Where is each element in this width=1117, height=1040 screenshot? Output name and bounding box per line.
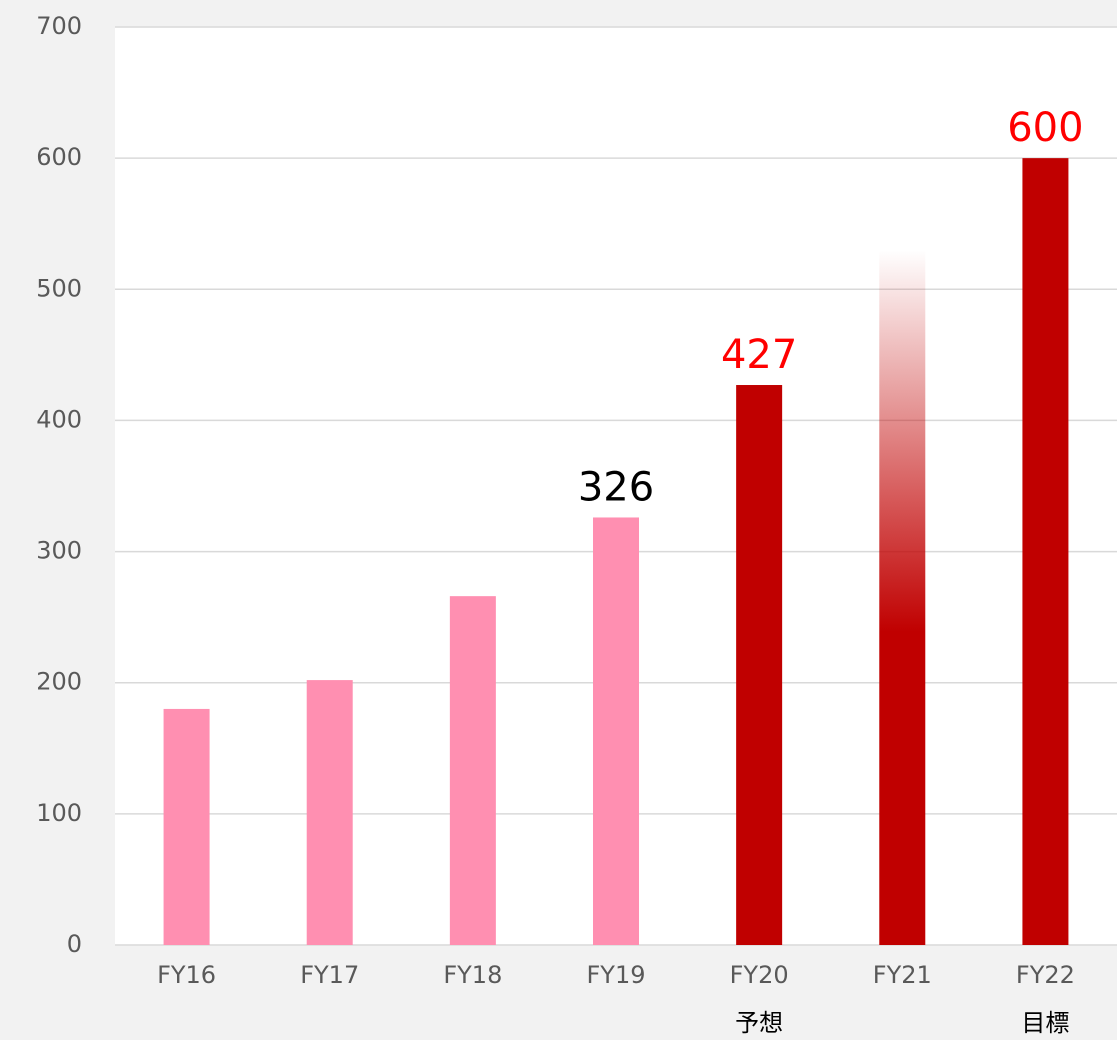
x-sublabel: 予想 xyxy=(735,1009,783,1037)
x-tick-label: FY17 xyxy=(300,961,359,989)
bar xyxy=(1022,158,1069,946)
y-tick-label: 200 xyxy=(36,668,82,696)
bar xyxy=(736,385,783,945)
x-sublabel: 目標 xyxy=(1021,1009,1069,1037)
x-tick-label: FY18 xyxy=(443,961,502,989)
y-tick-label: 500 xyxy=(36,274,82,302)
data-label: 326 xyxy=(578,464,654,510)
y-tick-label: 100 xyxy=(36,799,82,827)
data-label: 427 xyxy=(721,332,797,378)
bar xyxy=(593,517,639,945)
data-label: 600 xyxy=(1007,105,1083,151)
bar xyxy=(879,249,926,945)
bar xyxy=(163,708,210,945)
y-tick-label: 300 xyxy=(36,537,82,565)
y-tick-label: 600 xyxy=(36,143,82,171)
y-tick-label: 700 xyxy=(36,12,82,40)
x-tick-label: FY16 xyxy=(157,961,216,989)
x-tick-label: FY20 xyxy=(730,961,789,989)
y-tick-label: 400 xyxy=(36,405,82,433)
x-tick-label: FY21 xyxy=(873,961,932,989)
bar xyxy=(306,680,353,945)
y-tick-label: 0 xyxy=(67,930,82,958)
bar xyxy=(449,596,496,945)
x-tick-label: FY19 xyxy=(586,961,645,989)
x-tick-label: FY22 xyxy=(1016,961,1075,989)
